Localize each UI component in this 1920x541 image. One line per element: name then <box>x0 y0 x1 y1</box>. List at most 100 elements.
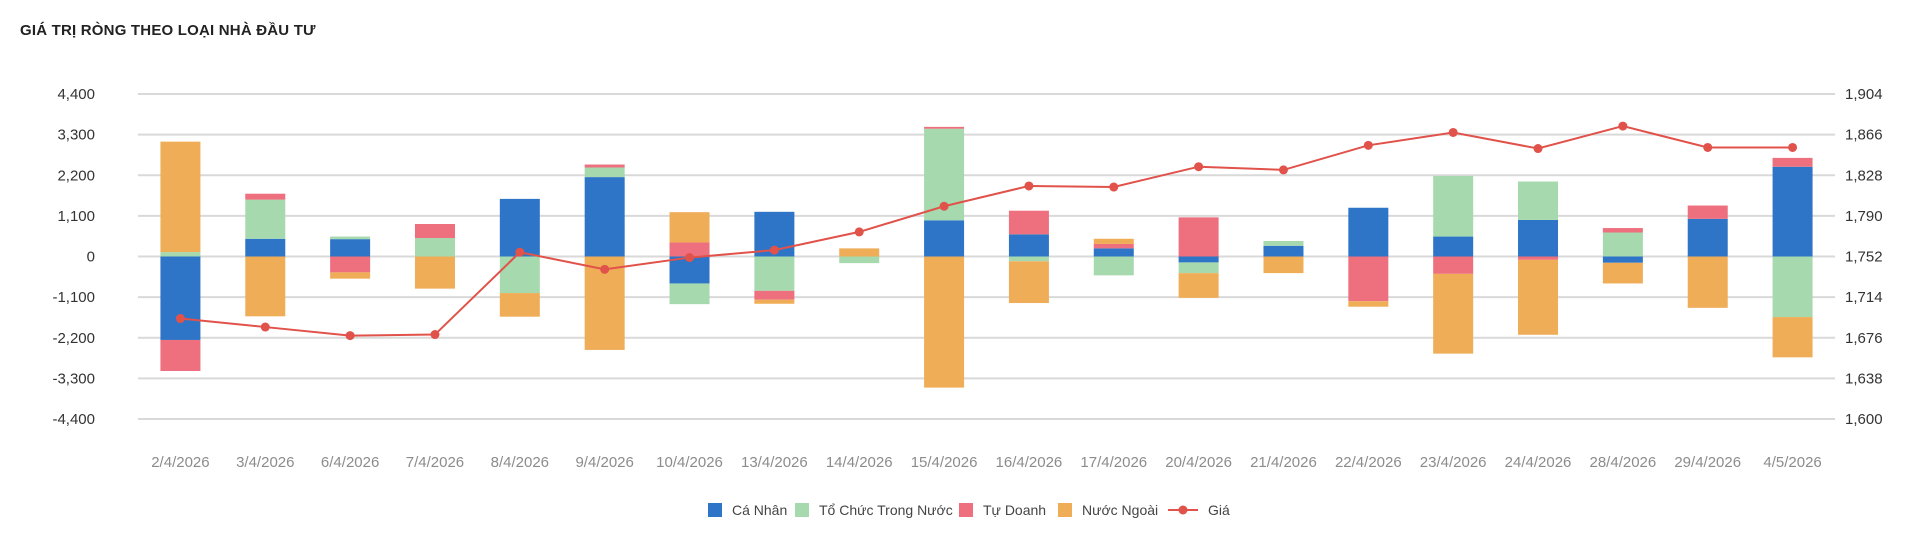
bar-segment <box>1348 256 1389 302</box>
bar-segment <box>330 239 371 257</box>
bar-segment <box>584 164 625 168</box>
bars <box>160 126 1813 388</box>
bar-segment <box>499 293 540 317</box>
bar-segment <box>499 198 540 257</box>
y-right-tick-label: 1,866 <box>1845 127 1883 144</box>
legend-label: Nước Ngoài <box>1082 502 1158 518</box>
x-tick-label: 17/4/2026 <box>1080 454 1147 471</box>
price-point <box>175 314 185 324</box>
bar-segment <box>1433 236 1474 257</box>
x-tick-label: 21/4/2026 <box>1250 454 1317 471</box>
price-point <box>1024 181 1034 191</box>
bar-segment <box>1602 262 1643 284</box>
y-left-tick-label: 0 <box>87 249 95 266</box>
y-left-tick-label: -3,300 <box>52 370 95 387</box>
bar-segment <box>584 177 625 257</box>
price-point <box>1618 121 1628 131</box>
bar-segment <box>924 256 965 388</box>
bar-segment <box>160 141 201 253</box>
bar-segment <box>1178 256 1219 263</box>
bar-segment <box>669 283 710 305</box>
bar-segment <box>1602 256 1643 263</box>
legend-label: Tổ Chức Trong Nước <box>819 502 953 518</box>
bar-segment <box>245 199 286 239</box>
bar-segment <box>1178 273 1219 298</box>
bar-segment <box>1348 207 1389 257</box>
x-tick-label: 16/4/2026 <box>996 454 1063 471</box>
bar-segment <box>669 242 710 257</box>
y-right-tick-label: 1,714 <box>1845 289 1883 306</box>
price-point <box>939 201 949 211</box>
bar-segment <box>1008 234 1049 257</box>
y-right-tick-label: 1,676 <box>1845 330 1883 347</box>
bar-segment <box>1433 256 1474 274</box>
price-point <box>1533 144 1543 154</box>
bar-segment <box>924 220 965 257</box>
bar-segment <box>330 236 371 240</box>
x-tick-label: 7/4/2026 <box>406 454 464 471</box>
bar-segment <box>1008 256 1049 262</box>
bar-segment <box>1263 245 1304 257</box>
legend-label: Tự Doanh <box>983 502 1046 518</box>
bar-segment <box>499 256 540 294</box>
price-line-path <box>180 125 1793 337</box>
legend-swatch <box>708 503 722 517</box>
bar-segment <box>245 238 286 257</box>
bar-segment <box>1518 219 1559 257</box>
y-left-tick-label: 1,100 <box>57 208 95 225</box>
bar-segment <box>754 256 795 291</box>
price-point <box>685 253 695 263</box>
x-tick-label: 14/4/2026 <box>826 454 893 471</box>
y-axis-right: 1,904 1,866 1,828 1,790 1,752 1,714 1,676 1,638… <box>1845 86 1883 428</box>
x-tick-label: 4/5/2026 <box>1763 454 1821 471</box>
bar-segment <box>1093 256 1134 276</box>
x-tick-label: 28/4/2026 <box>1590 454 1657 471</box>
bar-segment <box>330 272 371 279</box>
bar-segment <box>1093 238 1134 244</box>
bar-segment <box>1772 317 1813 358</box>
price-point <box>1703 142 1713 152</box>
bar-segment <box>1687 205 1728 219</box>
bar-segment <box>1008 261 1049 304</box>
bar-segment <box>1772 166 1813 257</box>
bar-segment <box>1518 259 1559 335</box>
gridlines <box>138 93 1835 420</box>
y-left-tick-label: 2,200 <box>57 167 95 184</box>
bar-segment <box>839 248 880 257</box>
y-left-tick-label: -2,200 <box>52 330 95 347</box>
y-right-tick-label: 1,638 <box>1845 370 1883 387</box>
price-point <box>1363 140 1373 150</box>
bar-segment <box>1178 217 1219 257</box>
legend-line-marker <box>1178 505 1188 515</box>
bar-segment <box>584 167 625 178</box>
price-point <box>430 330 440 340</box>
bar-segment <box>160 256 201 340</box>
x-tick-label: 13/4/2026 <box>741 454 808 471</box>
bar-segment <box>924 126 965 129</box>
y-right-tick-label: 1,600 <box>1845 411 1883 428</box>
legend-swatch <box>795 503 809 517</box>
price-point <box>1448 127 1458 137</box>
bar-segment <box>414 238 455 257</box>
bar-segment <box>160 252 201 257</box>
y-axis-left: 4,400 3,300 2,200 1,100 0 -1,100 -2,200 -3,300 -… <box>52 86 95 428</box>
price-point <box>515 247 525 257</box>
bar-segment <box>245 193 286 200</box>
price-point <box>1788 142 1798 152</box>
legend: Cá Nhân Tổ Chức Trong Nước Tự Doanh Nước Ng… <box>708 502 1230 518</box>
bar-segment <box>330 256 371 273</box>
x-tick-label: 29/4/2026 <box>1674 454 1741 471</box>
bar-segment <box>1008 210 1049 235</box>
bar-segment <box>754 299 795 304</box>
y-right-tick-label: 1,828 <box>1845 167 1883 184</box>
bar-segment <box>1602 228 1643 233</box>
price-point <box>1109 182 1119 192</box>
bar-segment <box>1263 256 1304 274</box>
bar-segment <box>839 256 880 264</box>
legend-label: Giá <box>1208 502 1230 518</box>
y-right-tick-label: 1,790 <box>1845 208 1883 225</box>
x-tick-label: 24/4/2026 <box>1505 454 1572 471</box>
bar-segment <box>414 256 455 289</box>
x-tick-label: 3/4/2026 <box>236 454 294 471</box>
